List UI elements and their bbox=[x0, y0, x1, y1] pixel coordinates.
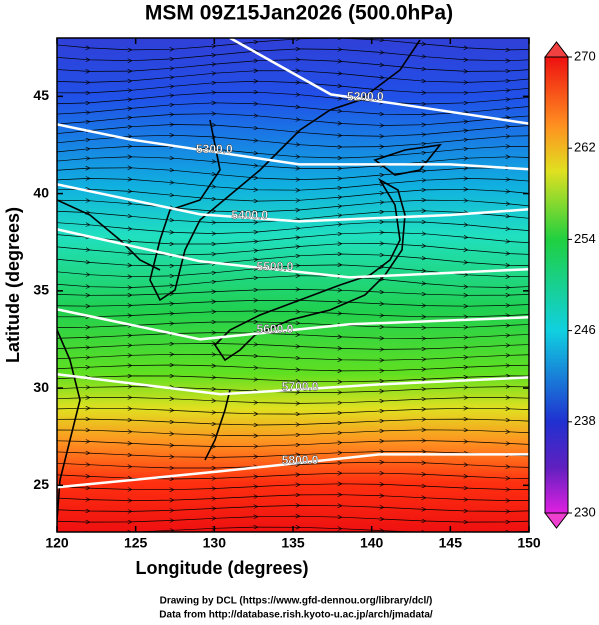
footer: Data from http://database.rish.kyoto-u.a… bbox=[159, 610, 433, 621]
streamline bbox=[57, 398, 529, 404]
streamline bbox=[57, 505, 529, 511]
streamline bbox=[57, 452, 529, 458]
streamline bbox=[57, 462, 529, 468]
streamlines bbox=[47, 38, 529, 532]
streamline bbox=[57, 354, 529, 360]
streamline bbox=[57, 311, 529, 317]
colorbar-tick-label: 262 bbox=[574, 140, 596, 155]
contour-line bbox=[57, 373, 529, 396]
contour-line bbox=[57, 453, 529, 489]
streamline bbox=[57, 516, 529, 522]
streamline bbox=[57, 441, 529, 447]
streamline bbox=[57, 408, 529, 414]
y-axis-label: Latitude (degrees) bbox=[3, 207, 23, 363]
x-axis-label: Longitude (degrees) bbox=[135, 558, 308, 578]
contour-line bbox=[57, 308, 529, 341]
streamline bbox=[57, 114, 529, 126]
streamline bbox=[57, 473, 529, 479]
streamline bbox=[57, 125, 529, 137]
colorbar-tick-label: 246 bbox=[574, 322, 596, 337]
contour-line bbox=[57, 123, 529, 171]
x-tick-label: 130 bbox=[203, 535, 227, 551]
streamline bbox=[57, 376, 529, 382]
colorbar-bottom-arrow bbox=[543, 512, 570, 529]
contour-label: 5300.0 bbox=[196, 142, 233, 156]
x-tick-label: 135 bbox=[281, 535, 305, 551]
streamline bbox=[57, 430, 529, 436]
streamline bbox=[57, 495, 529, 501]
colorbar-tick-label: 230 bbox=[574, 504, 596, 519]
contour-line bbox=[57, 183, 529, 223]
streamline bbox=[57, 484, 529, 490]
contour-label: 5800.0 bbox=[282, 453, 319, 467]
contour-label: 5200.0 bbox=[347, 90, 384, 104]
x-tick-label: 145 bbox=[439, 535, 463, 551]
colorbar-tick-label: 254 bbox=[574, 231, 596, 246]
colorbar-tick-label: 238 bbox=[574, 413, 596, 428]
colorbar-top-arrow bbox=[543, 41, 570, 58]
coastline bbox=[57, 39, 442, 521]
chart-title: MSM 09Z15Jan2026 (500.0hPa) bbox=[145, 2, 453, 25]
contour-label: 5700.0 bbox=[282, 380, 319, 394]
y-tick-label: 30 bbox=[33, 379, 49, 395]
streamline bbox=[57, 344, 529, 350]
y-tick-label: 25 bbox=[33, 476, 49, 492]
y-tick-label: 45 bbox=[33, 87, 49, 103]
colorbar-tick-label: 270 bbox=[574, 48, 596, 63]
x-tick-label: 120 bbox=[45, 535, 69, 551]
colorbar bbox=[544, 56, 569, 514]
streamline bbox=[57, 289, 529, 295]
streamline bbox=[57, 333, 529, 339]
x-tick-label: 140 bbox=[360, 535, 384, 551]
x-tick-label: 150 bbox=[517, 535, 541, 551]
streamline bbox=[57, 419, 529, 425]
footer: Drawing by DCL (https://www.gfd-dennou.o… bbox=[160, 596, 433, 607]
y-tick-label: 35 bbox=[33, 282, 49, 298]
streamline bbox=[57, 222, 529, 234]
streamline bbox=[57, 365, 529, 371]
contour-line bbox=[229, 38, 529, 125]
contour-label: 5500.0 bbox=[257, 260, 294, 274]
streamline bbox=[47, 527, 529, 532]
x-tick-label: 125 bbox=[124, 535, 148, 551]
contour-line bbox=[57, 228, 529, 279]
contour-label: 5400.0 bbox=[231, 208, 268, 222]
contour-label: 5600.0 bbox=[257, 322, 294, 336]
y-tick-label: 40 bbox=[33, 184, 49, 200]
streamline bbox=[57, 387, 529, 393]
